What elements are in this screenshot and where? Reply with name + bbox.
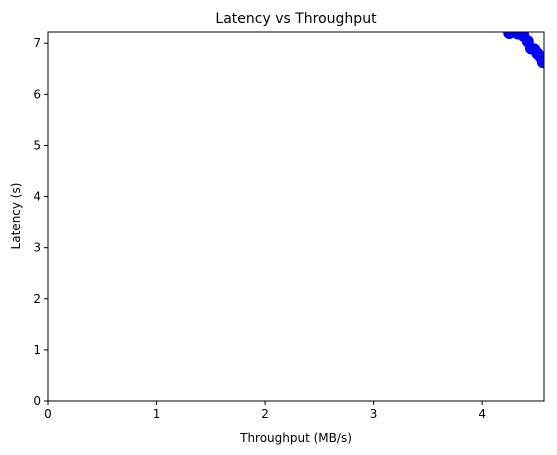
x-axis-ticks: 0 1 2 3 4 (44, 401, 486, 421)
series-layer (503, 32, 544, 69)
x-axis-label: Throughput (MB/s) (239, 431, 352, 445)
x-tick-label: 0 (44, 407, 52, 421)
y-tick-label: 1 (33, 343, 41, 357)
y-tick-label: 4 (33, 190, 41, 204)
y-axis-ticks: 0 1 2 3 4 5 6 7 (33, 36, 48, 408)
y-tick-label: 7 (33, 36, 41, 50)
y-tick-label: 5 (33, 138, 41, 152)
y-axis-label: Latency (s) (9, 183, 23, 250)
y-tick-label: 6 (33, 87, 41, 101)
y-tick-label: 0 (33, 394, 41, 408)
x-tick-label: 3 (370, 407, 378, 421)
chart-title: Latency vs Throughput (215, 11, 377, 27)
y-tick-label: 3 (33, 241, 41, 255)
data-point (536, 56, 544, 69)
x-tick-label: 4 (478, 407, 486, 421)
x-tick-label: 1 (153, 407, 161, 421)
plot-frame (47, 31, 545, 402)
x-tick-label: 2 (261, 407, 269, 421)
y-tick-label: 2 (33, 292, 41, 306)
